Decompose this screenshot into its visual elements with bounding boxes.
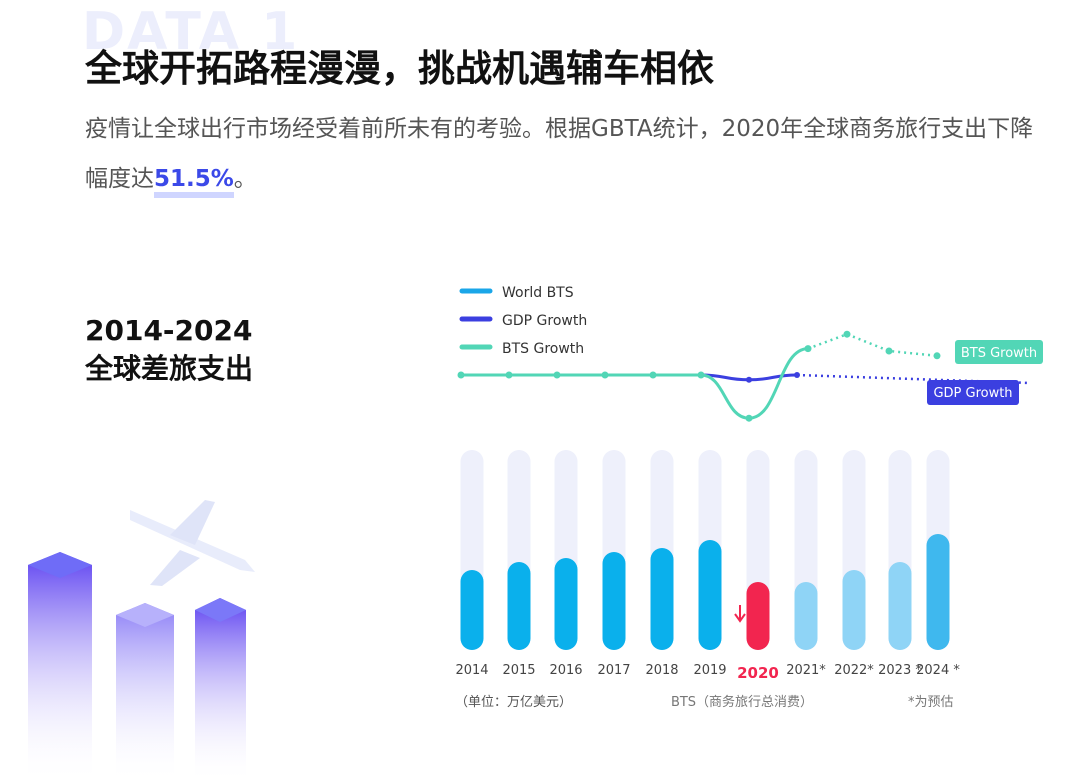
tick-label: 2015 <box>502 663 535 678</box>
gdp-point <box>794 372 800 378</box>
tick-label: 2017 <box>597 663 630 678</box>
description: 疫情让全球出行市场经受着前所未有的考验。根据GBTA统计，2020年全球商务旅行… <box>85 104 1045 204</box>
bts-point <box>933 352 941 360</box>
bts-growth-line <box>461 347 809 420</box>
desc-text: 疫情让全球出行市场经受着前所未有的考验。根据GBTA统计，2020年全球商务旅行… <box>85 116 1034 192</box>
tick-label: 2014 <box>455 663 488 678</box>
tick-label: 2023 * <box>878 663 922 678</box>
bar-2016 <box>554 558 578 650</box>
tick-label: 2021* <box>786 663 826 678</box>
legend-label: GDP Growth <box>502 313 587 329</box>
bts-point <box>885 347 893 355</box>
desc-end: 。 <box>233 166 257 192</box>
bts-point <box>843 330 851 338</box>
building-right <box>195 598 246 783</box>
bar-2017 <box>602 552 626 650</box>
building-middle <box>116 603 174 783</box>
note: *为预估 <box>908 695 954 710</box>
tick-label: 2019 <box>693 663 726 678</box>
page-title: 全球开拓路程漫漫，挑战机遇辅车相依 <box>85 47 714 90</box>
bts-point <box>649 371 657 379</box>
bar-2024 * <box>926 534 950 650</box>
legend-label: World BTS <box>502 285 574 301</box>
bar-2019 <box>698 540 722 650</box>
bts-growth-tag-label: BTS Growth <box>961 346 1037 361</box>
bts-point <box>697 371 705 379</box>
bts-point <box>553 371 561 379</box>
tick-label: 2018 <box>645 663 678 678</box>
gdp-growth-tag <box>927 380 1019 405</box>
tick-label: 2024 * <box>916 663 960 678</box>
bts-growth-forecast-line <box>807 332 938 358</box>
x-axis-label: BTS（商务旅行总消费） <box>671 694 813 710</box>
tick-label: 2022* <box>834 663 874 678</box>
background-word: DATA 1 <box>82 2 300 62</box>
bar-2015 <box>507 562 531 650</box>
bar-2020 <box>746 582 770 650</box>
bar-2021* <box>794 582 818 650</box>
gdp-growth-tag-label: GDP Growth <box>933 386 1012 401</box>
bts-point <box>505 371 513 379</box>
illustration <box>28 500 255 783</box>
tick-label: 2016 <box>549 663 582 678</box>
bar-2022* <box>842 570 866 650</box>
legend-label: BTS Growth <box>502 341 584 357</box>
bar-2018 <box>650 548 674 650</box>
bts-growth-tag <box>955 340 1043 364</box>
bts-point <box>804 345 812 353</box>
bar-2014 <box>460 570 484 650</box>
bts-point <box>745 414 753 422</box>
bts-point <box>457 371 465 379</box>
gdp-point <box>746 376 752 383</box>
highlight-percent: 51.5% <box>154 166 234 198</box>
plane-icon <box>130 500 255 586</box>
bts-point <box>601 371 609 379</box>
building-left <box>28 552 92 783</box>
bar-2023 * <box>888 562 912 650</box>
tick-label: 2020 <box>737 664 779 682</box>
chart-subtitle: 2014-2024 全球差旅支出 <box>85 312 253 388</box>
subtitle-years: 2014-2024 <box>85 314 253 347</box>
down-arrow-icon <box>734 605 746 623</box>
unit-label: （单位：万亿美元） <box>455 695 572 710</box>
subtitle-text: 全球差旅支出 <box>85 352 254 385</box>
